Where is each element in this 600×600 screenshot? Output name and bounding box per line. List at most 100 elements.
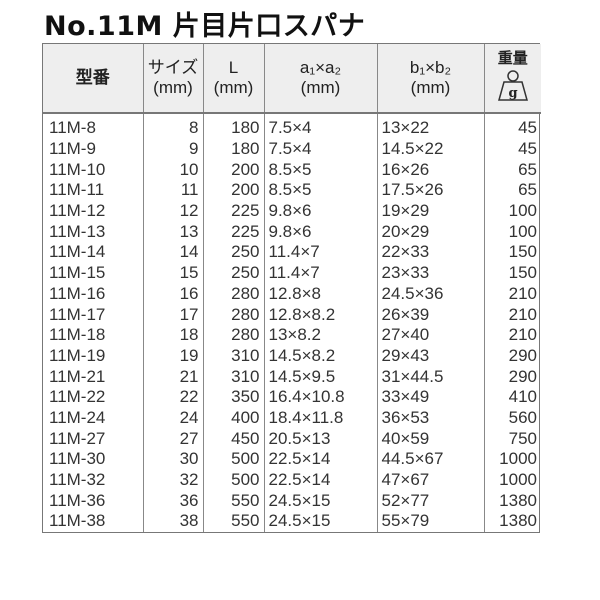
cell-length: 310: [202, 345, 264, 367]
cell-weight: 45: [483, 138, 541, 160]
cell-model: 11M-18: [49, 325, 106, 345]
cell-a-dims: 9.8×6: [263, 221, 377, 243]
cell-model: 11M-15: [49, 263, 106, 283]
cell-a-dims: 11.4×7: [263, 262, 377, 284]
cell-size: 15: [142, 262, 203, 284]
cell-a-dims: 11.4×7: [263, 242, 377, 263]
cell-length: 500: [202, 449, 264, 470]
cell-length: 450: [202, 428, 264, 449]
table-row: 11M-32 32 500 22.5×14 47×67 1000: [43, 469, 541, 491]
cell-a-dims: 12.8×8: [263, 283, 377, 305]
cell-weight: 1000: [483, 469, 541, 491]
cell-model: 11M-27: [49, 428, 106, 448]
cell-b-dims: 23×33: [376, 262, 484, 284]
cell-model: 11M-17: [49, 304, 106, 324]
header-b-label: b₁×b₂: [409, 58, 452, 77]
cell-weight: 290: [483, 366, 541, 387]
cell-b-dims: 33×49: [376, 386, 484, 408]
cell-b-dims: 20×29: [376, 221, 484, 243]
cell-weight: 150: [483, 242, 541, 263]
cell-weight: 100: [483, 221, 541, 243]
cell-a-dims: 16.4×10.8: [263, 386, 377, 408]
cell-model: 11M-13: [49, 221, 106, 241]
header-a: a₁×a₂ (mm): [263, 44, 377, 114]
table-row: 11M-16 16 280 12.8×8 24.5×36 210: [43, 283, 541, 305]
cell-a-dims: 18.4×11.8: [263, 407, 377, 429]
table-row: 11M-38 38 550 24.5×15 55×79 1380: [43, 511, 541, 532]
table-row: 11M-36 36 550 24.5×15 52×77 1380: [43, 490, 541, 512]
cell-b-dims: 27×40: [376, 324, 484, 346]
cell-length: 200: [202, 159, 264, 181]
header-weight-label: 重量: [497, 49, 528, 67]
cell-a-dims: 8.5×5: [263, 159, 377, 181]
header-length-label: L: [228, 58, 239, 77]
cell-a-dims: 7.5×4: [263, 113, 377, 139]
table-row: 11M-10 10 200 8.5×5 16×26 65: [43, 159, 541, 181]
cell-length: 500: [202, 469, 264, 491]
header-size: サイズ (mm): [142, 44, 203, 114]
cell-size: 13: [142, 221, 203, 243]
weight-icon: g: [497, 69, 528, 101]
cell-a-dims: 20.5×13: [263, 428, 377, 449]
cell-model: 11M-30: [49, 449, 106, 469]
page-title: No.11M 片目片口スパナ: [44, 11, 366, 42]
cell-model: 11M-14: [49, 242, 106, 262]
cell-size: 19: [142, 345, 203, 367]
cell-weight: 100: [483, 200, 541, 222]
header-size-label: サイズ: [147, 58, 199, 77]
cell-a-dims: 24.5×15: [263, 490, 377, 512]
cell-size: 32: [142, 469, 203, 491]
cell-model: 11M-19: [49, 345, 106, 365]
table-row: 11M-27 27 450 20.5×13 40×59 750: [43, 428, 541, 449]
cell-a-dims: 24.5×15: [263, 511, 377, 532]
cell-length: 400: [202, 407, 264, 429]
cell-b-dims: 31×44.5: [376, 366, 484, 387]
cell-weight: 1380: [483, 490, 541, 512]
cell-weight: 65: [483, 159, 541, 181]
cell-length: 180: [202, 138, 264, 160]
cell-length: 350: [202, 386, 264, 408]
cell-model: 11M-12: [49, 201, 106, 221]
cell-model: 11M-22: [49, 387, 106, 407]
table-row: 11M-17 17 280 12.8×8.2 26×39 210: [43, 304, 541, 325]
cell-size: 9: [142, 138, 203, 160]
cell-length: 250: [202, 242, 264, 263]
header-a-label: a₁×a₂: [299, 58, 342, 77]
cell-length: 280: [202, 304, 264, 325]
cell-a-dims: 8.5×5: [263, 180, 377, 201]
header-model: 型番: [43, 44, 143, 114]
table-row: 11M-11 11 200 8.5×5 17.5×26 65: [43, 180, 541, 201]
cell-size: 16: [142, 283, 203, 305]
weight-unit: g: [508, 86, 517, 101]
cell-b-dims: 13×22: [376, 113, 484, 139]
cell-size: 17: [142, 304, 203, 325]
cell-model: 11M-16: [49, 283, 106, 303]
table-body: 11M-8 8 180 7.5×4 13×22 45 11M-9 9 180 7.5×4 14.5×…: [43, 113, 541, 532]
table-row: 11M-15 15 250 11.4×7 23×33 150: [43, 262, 541, 284]
cell-length: 180: [202, 113, 264, 139]
cell-length: 310: [202, 366, 264, 387]
cell-weight: 150: [483, 262, 541, 284]
cell-model: 11M-36: [49, 490, 106, 510]
cell-weight: 210: [483, 304, 541, 325]
spec-table: 型番 サイズ (mm) L (mm) a₁×a₂ (mm) b₁×b₂ (mm) 重量 …: [42, 43, 541, 533]
table-row: 11M-9 9 180 7.5×4 14.5×22 45: [43, 138, 541, 160]
cell-weight: 560: [483, 407, 541, 429]
header-length: L (mm): [202, 44, 264, 114]
table-row: 11M-14 14 250 11.4×7 22×33 150: [43, 242, 541, 263]
table-row: 11M-19 19 310 14.5×8.2 29×43 290: [43, 345, 541, 367]
cell-b-dims: 24.5×36: [376, 283, 484, 305]
header-length-unit: (mm): [213, 78, 254, 97]
cell-size: 8: [142, 113, 203, 139]
header-b: b₁×b₂ (mm): [376, 44, 484, 114]
table-row: 11M-24 24 400 18.4×11.8 36×53 560: [43, 407, 541, 429]
cell-b-dims: 55×79: [376, 511, 484, 532]
table-row: 11M-21 21 310 14.5×9.5 31×44.5 290: [43, 366, 541, 387]
table-row: 11M-12 12 225 9.8×6 19×29 100: [43, 200, 541, 222]
cell-length: 200: [202, 180, 264, 201]
header-b-unit: (mm): [410, 78, 451, 97]
cell-a-dims: 22.5×14: [263, 449, 377, 470]
cell-a-dims: 7.5×4: [263, 138, 377, 160]
cell-model: 11M-11: [49, 180, 105, 200]
cell-length: 225: [202, 200, 264, 222]
